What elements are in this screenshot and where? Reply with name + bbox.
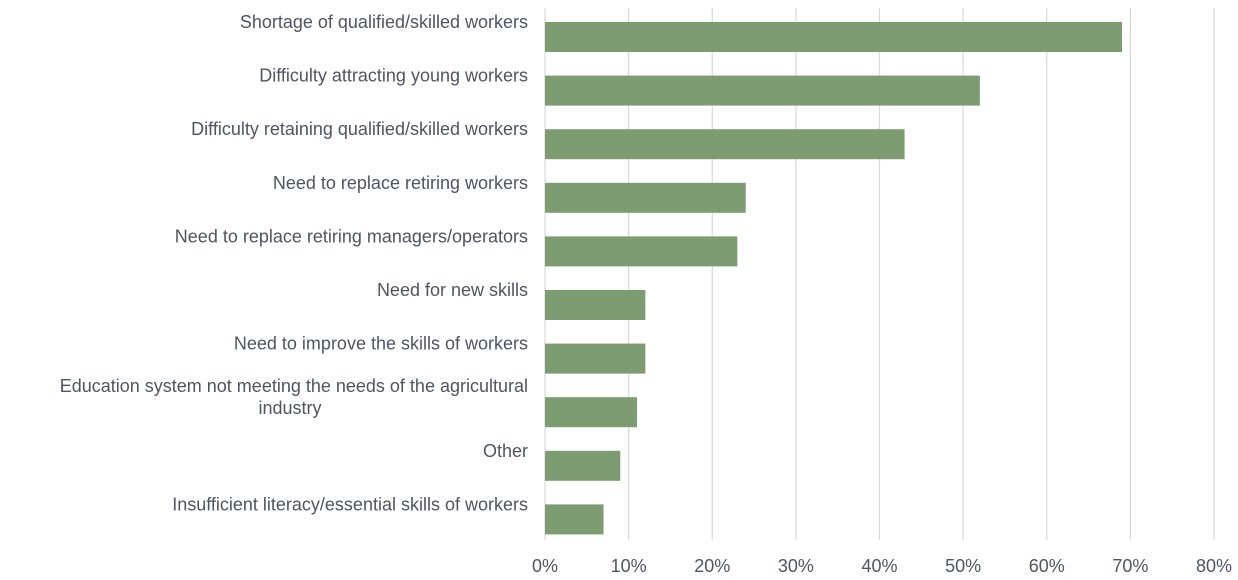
bar [545,22,1123,52]
bar [545,450,621,481]
bar [545,75,980,106]
category-label: Difficulty attracting young workers [259,66,528,86]
category-label: Other [483,441,528,461]
bar [545,290,646,320]
category-label: Education system not meeting the needs o… [60,376,528,396]
bar [545,182,746,213]
bar [545,236,738,267]
category-label: Need to improve the skills of workers [234,334,528,354]
x-tick-label: 80% [1196,556,1232,576]
category-label: Need to replace retiring managers/operat… [175,226,528,246]
x-tick-label: 10% [611,556,647,576]
x-tick-label: 0% [532,556,558,576]
x-tick-label: 60% [1029,556,1065,576]
bar [545,397,637,428]
category-label: Difficulty retaining qualified/skilled w… [191,119,528,139]
bars [545,22,1123,535]
bar [545,129,905,160]
x-axis-ticks: 0% 10% 20% 30% 40% 50% 60% 70% 80% [532,556,1232,576]
x-tick-label: 20% [694,556,730,576]
category-labels: Shortage of qualified/skilled workers Dif… [60,12,528,514]
bar [545,504,604,535]
category-label: Need to replace retiring workers [273,173,528,193]
x-tick-label: 50% [945,556,981,576]
x-tick-label: 70% [1112,556,1148,576]
category-label: Shortage of qualified/skilled workers [240,12,528,32]
bar [545,343,646,374]
category-label: Insufficient literacy/essential skills o… [172,494,528,514]
category-label: industry [258,398,321,418]
category-label: Need for new skills [377,280,528,300]
x-tick-label: 30% [778,556,814,576]
x-tick-label: 40% [861,556,897,576]
